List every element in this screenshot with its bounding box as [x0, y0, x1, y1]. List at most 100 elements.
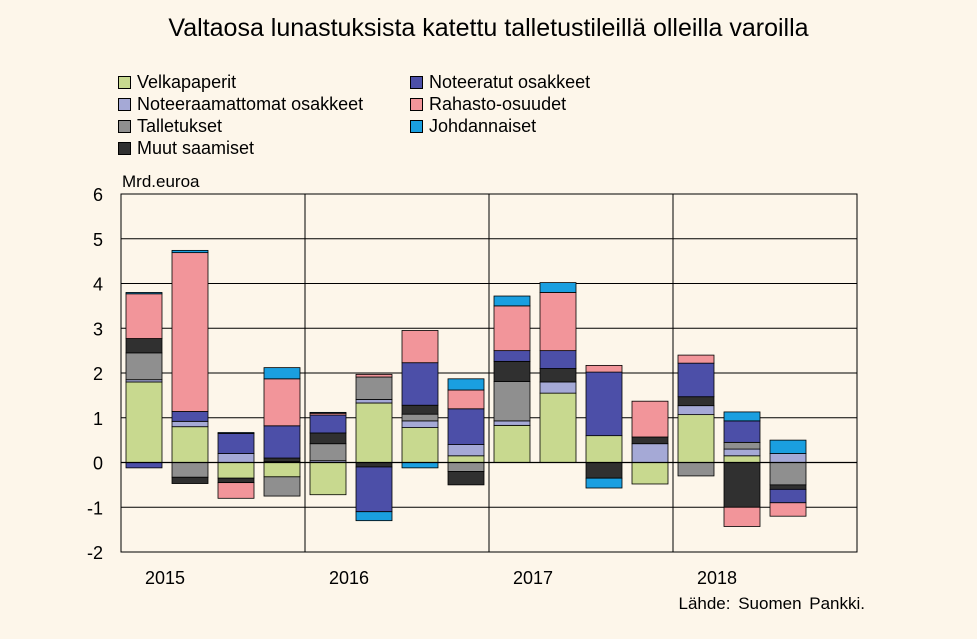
legend-swatch [118, 76, 131, 89]
legend-label: Muut saamiset [137, 138, 255, 158]
bar-segment [401, 420, 439, 428]
bar-segment [171, 420, 209, 428]
bar-segment [723, 411, 761, 422]
y-tick-label: 5 [93, 230, 103, 250]
legend-swatch [410, 76, 423, 89]
bar-segment [309, 411, 347, 414]
y-tick-label: -2 [87, 543, 103, 563]
bar-segment [585, 435, 623, 463]
bar-segment [447, 455, 485, 463]
legend-item: Noteeraamattomat osakkeet [118, 94, 363, 115]
legend-label: Noteeratut osakkeet [429, 72, 591, 92]
legend-item: Muut saamiset [118, 138, 254, 159]
chart-title: Valtaosa lunastuksista katettu talletust… [168, 14, 809, 42]
bar-segment [309, 443, 347, 462]
bar-segment [263, 462, 301, 478]
y-tick-label: 6 [93, 185, 103, 205]
bar-segment [493, 350, 531, 362]
legend-item: Noteeratut osakkeet [410, 72, 590, 93]
bar-segment [217, 462, 255, 479]
bar-segment [723, 420, 761, 443]
bar-segment [125, 462, 163, 469]
plot-frame [120, 193, 858, 553]
bar-segment [171, 476, 209, 484]
bar-segment [309, 414, 347, 434]
y-tick-label: 3 [93, 319, 103, 339]
bar-segment [769, 462, 807, 486]
bar-segment [447, 378, 485, 391]
bar-segment [401, 362, 439, 406]
bar-segment [401, 404, 439, 415]
bar-segment [493, 424, 531, 463]
bar-segment [585, 477, 623, 489]
bar-segment [263, 425, 301, 459]
bar-segment [585, 462, 623, 479]
bar-segment [631, 436, 669, 445]
bar-segment [309, 432, 347, 445]
bar-segment [355, 402, 393, 463]
bar-segment [631, 462, 669, 485]
bar-segment [125, 293, 163, 339]
bar-segment [493, 381, 531, 422]
bar-segment [447, 389, 485, 410]
bar-segment [309, 462, 347, 496]
legend-label: Noteeraamattomat osakkeet [137, 94, 364, 114]
legend-swatch [118, 98, 131, 111]
bar-segment [447, 462, 485, 472]
bar-segment [723, 448, 761, 457]
bar-segment [263, 378, 301, 427]
bar-segment [401, 330, 439, 364]
y-axis-unit-label: Mrd.euroa [122, 172, 200, 191]
bar-segment [171, 426, 209, 463]
bar-segment [539, 368, 577, 383]
bar-segment [125, 381, 163, 463]
y-tick-label: 0 [93, 454, 103, 474]
bar-segment [217, 433, 255, 454]
bar-segment [539, 392, 577, 463]
bar-segment [677, 354, 715, 364]
bar-segment [723, 506, 761, 527]
bar-segment [539, 350, 577, 369]
bar-segment [355, 511, 393, 522]
bar-segment [723, 441, 761, 450]
bar-segment [769, 453, 807, 463]
legend-swatch [410, 98, 423, 111]
bar-segment [493, 420, 531, 426]
bar-segment [263, 476, 301, 497]
bar-segment [355, 399, 393, 404]
legend-swatch [118, 120, 131, 133]
bar-segment [769, 502, 807, 517]
x-tick-label: 2018 [697, 568, 737, 588]
bar-segment [769, 484, 807, 490]
bar-segment [355, 466, 393, 513]
bar-segment [677, 362, 715, 398]
bar-segment [631, 443, 669, 463]
bar-segment [677, 414, 715, 463]
legend-item: Talletukset [118, 116, 222, 137]
bar-segment [769, 439, 807, 454]
bar-segment [723, 462, 761, 508]
bar-segment [355, 373, 393, 378]
bar-segment [401, 427, 439, 463]
y-tick-label: -1 [87, 498, 103, 518]
bar-segment [263, 367, 301, 380]
legend-swatch [410, 120, 423, 133]
legend-item: Johdannaiset [410, 116, 536, 137]
bar-segment [585, 364, 623, 373]
legend-label: Talletukset [137, 116, 223, 136]
bar-segment [263, 457, 301, 463]
bar-segment [171, 411, 209, 422]
legend-item: Rahasto-osuudet [410, 94, 566, 115]
bar-segment [217, 477, 255, 484]
bar-segment [217, 453, 255, 463]
legend-item: Velkapaperit [118, 72, 236, 93]
bar-segment [447, 471, 485, 486]
bar-segment [171, 462, 209, 478]
bar-segment [401, 462, 439, 469]
bar-segment [539, 282, 577, 293]
legend-label: Rahasto-osuudet [429, 94, 567, 114]
x-tick-label: 2017 [513, 568, 553, 588]
bar-segment [769, 488, 807, 504]
y-tick-label: 2 [93, 364, 103, 384]
